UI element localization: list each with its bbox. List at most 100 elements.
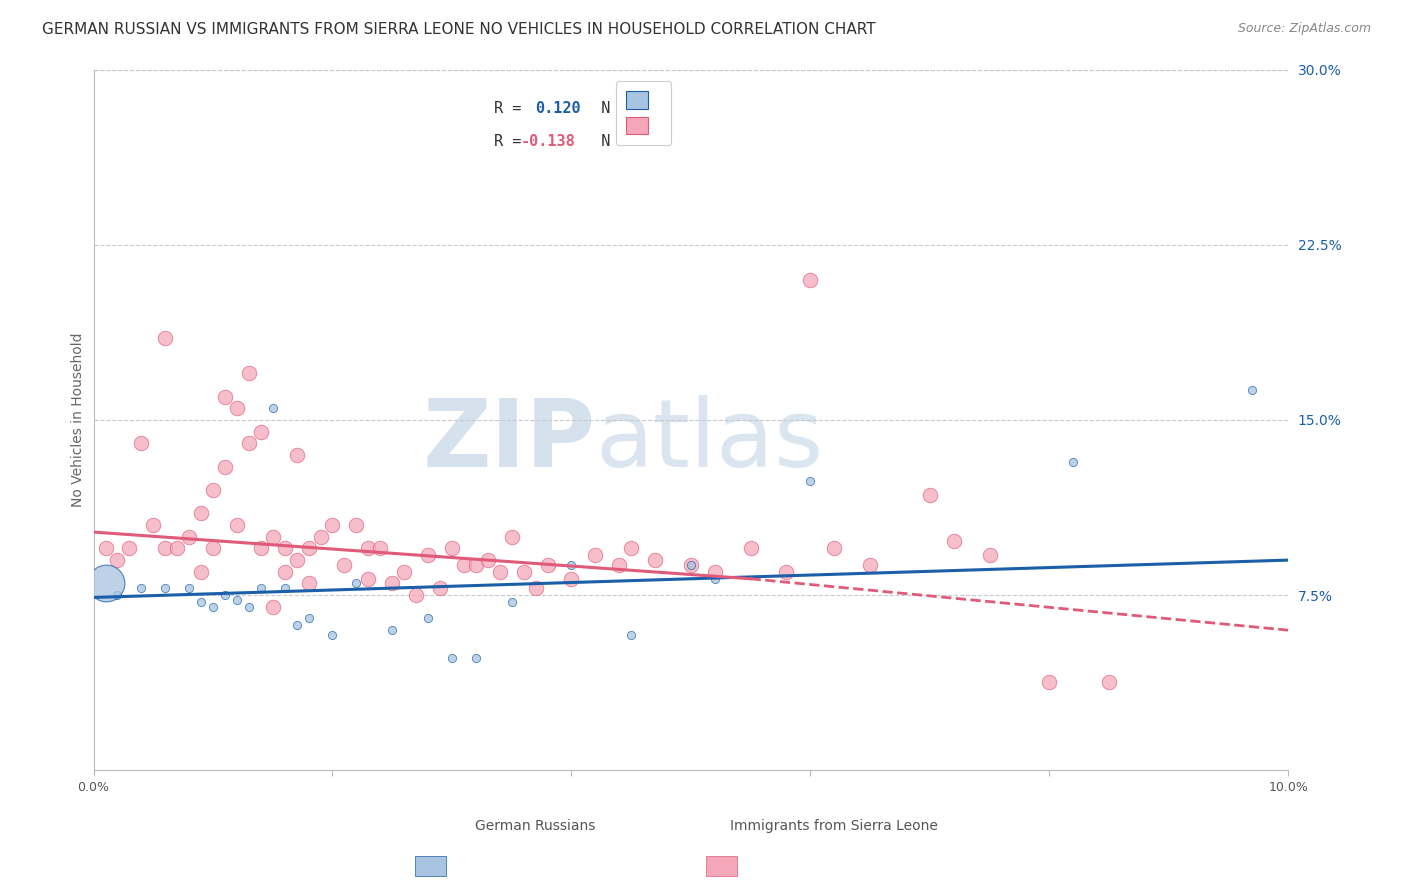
Point xyxy=(381,623,404,637)
Point xyxy=(464,558,486,572)
Point xyxy=(179,530,201,544)
Point xyxy=(107,588,129,602)
Text: N =: N = xyxy=(583,101,638,116)
Point xyxy=(297,541,319,556)
Point xyxy=(131,581,153,595)
Point xyxy=(799,273,821,287)
Point xyxy=(405,588,427,602)
Point xyxy=(179,581,201,595)
Point xyxy=(202,541,225,556)
Point xyxy=(942,534,965,549)
Point xyxy=(440,651,463,665)
Point xyxy=(799,474,821,488)
Point xyxy=(488,565,510,579)
Point xyxy=(679,558,702,572)
Text: atlas: atlas xyxy=(595,395,824,487)
Point xyxy=(583,549,606,563)
Point xyxy=(250,425,273,439)
Point xyxy=(501,530,523,544)
Point xyxy=(226,518,249,533)
Point xyxy=(775,565,797,579)
Point xyxy=(859,558,882,572)
Point xyxy=(155,331,177,345)
Point xyxy=(607,558,630,572)
Text: 0.120: 0.120 xyxy=(536,101,581,116)
Text: Immigrants from Sierra Leone: Immigrants from Sierra Leone xyxy=(730,820,938,833)
Point xyxy=(979,549,1001,563)
Point xyxy=(453,558,475,572)
Point xyxy=(1241,383,1264,397)
Point xyxy=(262,401,284,416)
Point xyxy=(560,572,582,586)
Point xyxy=(131,436,153,450)
Point xyxy=(918,488,941,502)
Point xyxy=(238,599,260,614)
Point xyxy=(512,565,534,579)
Point xyxy=(214,390,236,404)
Point xyxy=(273,581,295,595)
Point xyxy=(250,581,273,595)
Point xyxy=(1098,674,1121,689)
Point xyxy=(464,651,486,665)
Point xyxy=(262,530,284,544)
Text: Source: ZipAtlas.com: Source: ZipAtlas.com xyxy=(1237,22,1371,36)
Point xyxy=(155,541,177,556)
Point xyxy=(357,541,380,556)
Point xyxy=(344,518,367,533)
Point xyxy=(416,611,439,625)
Point xyxy=(166,541,188,556)
Point xyxy=(1062,455,1084,469)
Point xyxy=(560,558,582,572)
Point xyxy=(94,576,117,591)
Point xyxy=(297,611,319,625)
Point xyxy=(190,595,212,609)
Point xyxy=(226,401,249,416)
Point xyxy=(381,576,404,591)
Text: R =: R = xyxy=(494,134,530,149)
Point xyxy=(703,572,725,586)
Point xyxy=(142,518,165,533)
Point xyxy=(357,572,380,586)
Text: 29: 29 xyxy=(626,101,644,116)
Point xyxy=(501,595,523,609)
Point xyxy=(740,541,762,556)
Point xyxy=(321,518,343,533)
Point xyxy=(333,558,356,572)
Point xyxy=(273,541,295,556)
Point xyxy=(477,553,499,567)
Point xyxy=(202,483,225,497)
Point xyxy=(118,541,141,556)
Text: German Russians: German Russians xyxy=(475,820,596,833)
Legend: , : , xyxy=(616,80,671,145)
Point xyxy=(416,549,439,563)
Point xyxy=(644,553,666,567)
Point xyxy=(309,530,332,544)
Point xyxy=(190,565,212,579)
Point xyxy=(262,599,284,614)
Y-axis label: No Vehicles in Household: No Vehicles in Household xyxy=(72,333,86,508)
Point xyxy=(285,448,308,462)
Point xyxy=(536,558,558,572)
Point xyxy=(429,581,451,595)
Point xyxy=(214,459,236,474)
Point xyxy=(226,592,249,607)
Point xyxy=(679,558,702,572)
Point xyxy=(155,581,177,595)
Point xyxy=(214,588,236,602)
Point xyxy=(273,565,295,579)
Point xyxy=(285,553,308,567)
Point xyxy=(368,541,391,556)
Point xyxy=(285,618,308,632)
Point xyxy=(703,565,725,579)
Point xyxy=(190,507,212,521)
Text: ZIP: ZIP xyxy=(422,395,595,487)
Point xyxy=(238,366,260,380)
Text: -0.138: -0.138 xyxy=(522,134,576,149)
Point xyxy=(297,576,319,591)
Point xyxy=(94,541,117,556)
Point xyxy=(344,576,367,591)
Point xyxy=(107,553,129,567)
Point xyxy=(1038,674,1060,689)
Point xyxy=(524,581,547,595)
Point xyxy=(238,436,260,450)
